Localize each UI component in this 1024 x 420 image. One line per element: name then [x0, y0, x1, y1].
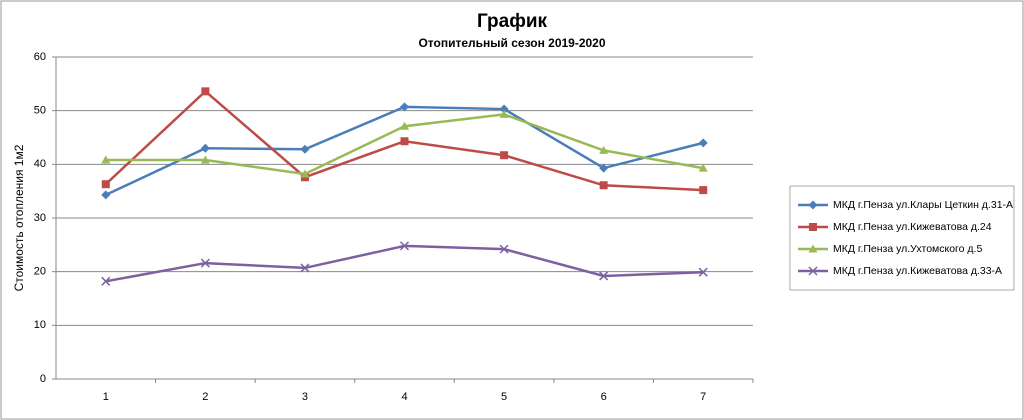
chart-subtitle: Отопительный сезон 2019-2020 [418, 36, 605, 50]
x-tick-label: 2 [202, 391, 208, 403]
y-tick-label: 30 [34, 212, 46, 224]
x-tick-label: 7 [700, 391, 706, 403]
legend-box [789, 185, 1015, 291]
data-point [499, 109, 509, 118]
data-point [101, 180, 110, 189]
data-point [500, 151, 509, 160]
data-point [300, 169, 310, 178]
x-tick-label: 1 [103, 391, 109, 403]
data-point [200, 143, 210, 153]
legend-label: МКД г.Пенза ул.Кижеватова д.33-А [833, 265, 1002, 277]
data-point [699, 186, 708, 195]
legend-marker [809, 223, 817, 231]
legend-label: МКД г.Пенза ул.Кижеватова д.24 [833, 221, 992, 233]
data-point [499, 244, 509, 254]
data-point [200, 155, 210, 164]
data-point [698, 267, 708, 277]
data-point [698, 138, 708, 148]
y-tick-label: 60 [34, 51, 46, 63]
data-point [300, 263, 310, 273]
data-point [101, 155, 111, 164]
y-axis-label: Стоимость отопления 1м2 [12, 144, 26, 291]
data-point [599, 163, 609, 173]
x-tick-label: 5 [501, 391, 507, 403]
y-tick-label: 0 [40, 373, 46, 385]
x-tick-label: 6 [601, 391, 607, 403]
data-point [201, 87, 210, 96]
y-tick-label: 10 [34, 319, 46, 331]
data-point [101, 190, 111, 200]
data-point [300, 144, 310, 154]
y-tick-label: 40 [34, 158, 46, 170]
data-point [499, 104, 509, 114]
data-point [200, 258, 210, 268]
data-point [101, 276, 111, 286]
data-point [599, 145, 609, 154]
data-point [599, 181, 608, 190]
data-point [599, 271, 609, 281]
y-tick-label: 50 [34, 105, 46, 117]
legend-label: МКД г.Пенза ул.Клары Цеткин д.31-А [833, 199, 1013, 211]
x-tick-label: 4 [401, 391, 407, 403]
x-tick-label: 3 [302, 391, 308, 403]
legend-marker [808, 266, 818, 276]
data-point [399, 241, 410, 251]
data-point [400, 102, 409, 112]
legend-marker [808, 244, 818, 253]
data-point [698, 163, 708, 172]
y-tick-label: 20 [34, 266, 46, 278]
legend-label: МКД г.Пенза ул.Ухтомского д.5 [833, 243, 982, 255]
legend-marker [808, 200, 818, 210]
data-point [400, 137, 409, 146]
data-point [400, 121, 409, 130]
chart-title: График [477, 11, 548, 32]
